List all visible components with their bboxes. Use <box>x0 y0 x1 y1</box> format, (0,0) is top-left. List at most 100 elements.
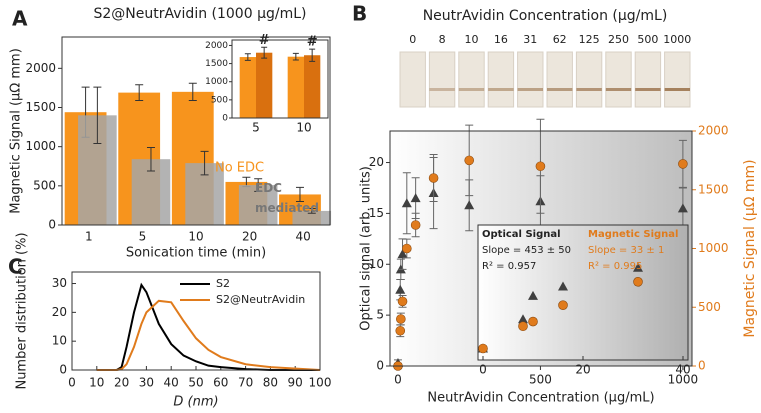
x-tick-label: 80 <box>263 376 278 390</box>
strip-label: 0 <box>409 33 416 46</box>
point <box>518 321 528 332</box>
strip-band <box>635 88 661 91</box>
strip <box>634 51 662 108</box>
annotation: Slope = 33 ± 1 <box>588 245 664 256</box>
x-tick-label: 70 <box>238 376 253 390</box>
x-tick-label: 50 <box>188 376 203 390</box>
inset-background <box>478 225 688 360</box>
y-tick-label: 10 <box>52 334 67 348</box>
strip-band <box>576 88 602 91</box>
point <box>678 159 688 169</box>
y-tick-label: 20 <box>52 305 67 319</box>
y-axis-label: Number distribution (%) <box>15 232 30 389</box>
y2-tick-label: 500 <box>698 300 721 314</box>
x-tick-label: 500 <box>529 373 552 387</box>
y2-tick-label: 2000 <box>698 124 729 138</box>
bar <box>287 56 304 118</box>
annotation: R² = 0.995 <box>588 261 642 272</box>
x-tick-label: 10 <box>89 376 104 390</box>
point <box>410 220 421 230</box>
legend-label: No EDC <box>215 161 264 176</box>
point <box>401 198 412 208</box>
bar <box>239 57 256 118</box>
x-tick-label: 40 <box>296 230 311 244</box>
strip <box>458 51 485 108</box>
strip-label: 10 <box>465 33 479 46</box>
x-axis-label: D (nm) <box>173 395 218 410</box>
x-tick-label: 20 <box>575 363 590 377</box>
strip-band <box>458 88 485 91</box>
legend-label: Optical Signal <box>482 229 561 240</box>
bar <box>292 210 332 225</box>
point <box>396 314 406 324</box>
strip <box>428 51 456 108</box>
y-axis-label: Magnetic Signal (μΩ mm) <box>9 48 24 214</box>
point <box>464 200 475 210</box>
x-tick-label: 0 <box>394 373 402 387</box>
y-tick-label: 0 <box>59 363 67 377</box>
point <box>402 243 412 254</box>
y-tick-label: 0 <box>376 359 384 373</box>
panel-label: C <box>8 255 23 279</box>
x-axis-label: Sonication time (min) <box>126 246 266 261</box>
y-tick-label: 1000 <box>205 77 228 87</box>
strip <box>546 51 573 108</box>
x-tick-label: 100 <box>309 376 332 390</box>
y-tick-label: 5 <box>376 308 384 322</box>
x-tick-label: 1000 <box>668 373 699 387</box>
legend-label: Magnetic Signal <box>588 229 678 240</box>
x-tick-label: 20 <box>242 230 257 244</box>
inset-frame <box>231 39 329 119</box>
error-bar <box>135 84 144 101</box>
y-tick-label: 1500 <box>205 59 228 69</box>
error-bar <box>309 48 316 62</box>
legend-label: EDC mediated <box>255 181 319 215</box>
x-tick-label: 40 <box>675 363 690 377</box>
line <box>96 299 321 371</box>
inset-frame <box>477 224 689 361</box>
x-tick-label: 30 <box>139 376 154 390</box>
y-tick-label: 500 <box>211 95 228 105</box>
strip-label: 1000 <box>663 33 691 46</box>
point <box>464 155 475 166</box>
strip-label: 500 <box>637 33 658 46</box>
x-tick-label: 1 <box>85 230 93 244</box>
strip <box>517 51 544 108</box>
y2-tick-label: 1000 <box>698 241 729 255</box>
strip-label: 8 <box>439 33 446 46</box>
y2-tick-label: 1500 <box>698 182 729 196</box>
x-tick-label: 5 <box>252 121 260 135</box>
strip-title: NeutrAvidin Concentration (μg/mL) <box>423 8 668 24</box>
error-bar <box>244 53 251 61</box>
bar <box>256 52 273 118</box>
strip-label: 31 <box>523 33 537 46</box>
error-bar <box>200 150 209 176</box>
error-bar <box>295 186 304 202</box>
plot-frame <box>389 130 693 367</box>
y-tick-label: 1000 <box>25 139 56 153</box>
strip-label: 16 <box>494 33 508 46</box>
error-bar <box>307 208 316 214</box>
strip <box>399 51 426 108</box>
annotation: # <box>307 35 318 50</box>
error-bar <box>254 178 263 192</box>
x-tick-label: 0 <box>68 376 76 390</box>
y-tick-label: 500 <box>33 178 56 192</box>
strip-band <box>605 88 632 91</box>
point <box>397 249 408 259</box>
y-tick-label: 20 <box>369 155 384 169</box>
x-tick-label: 90 <box>288 376 303 390</box>
error-bar <box>93 86 102 145</box>
x-axis-label: NeutrAvidin Concentration (μg/mL) <box>427 391 654 406</box>
error-bar <box>292 52 299 61</box>
strip-band <box>664 88 690 91</box>
chart-title: S2@NeutrAvidin (1000 μg/mL) <box>94 6 307 22</box>
point <box>395 325 406 336</box>
y-tick-label: 0 <box>222 114 228 124</box>
y-tick-label: 30 <box>52 276 67 290</box>
point <box>633 262 643 272</box>
y-tick-label: 15 <box>369 206 384 220</box>
strip-band <box>429 88 455 91</box>
annotation: R² = 0.957 <box>482 261 536 272</box>
